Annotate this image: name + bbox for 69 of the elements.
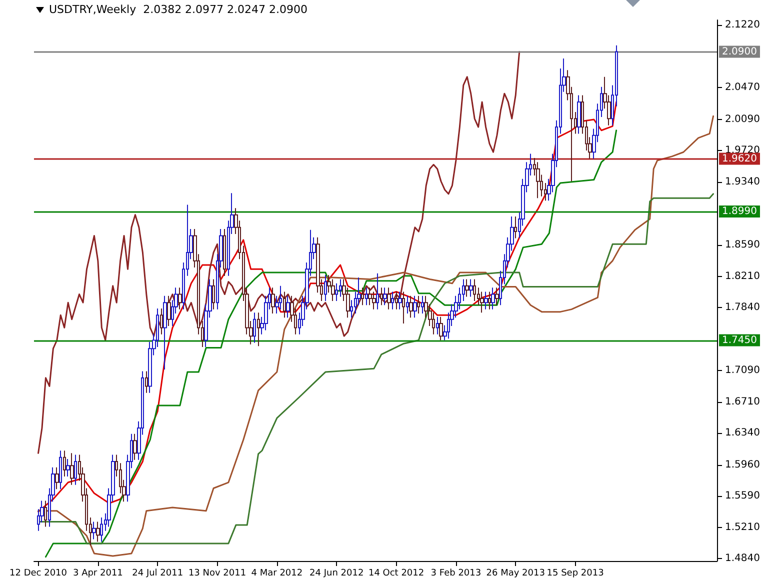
candlestick [365, 287, 368, 306]
candlestick [391, 291, 394, 310]
candlestick [577, 94, 581, 134]
candlestick [439, 316, 443, 341]
candlestick [335, 282, 338, 302]
candlestick [339, 278, 342, 298]
candlestick [484, 291, 488, 310]
line-series [38, 51, 520, 454]
x-tick-label: 12 Dec 2010 [10, 568, 68, 578]
candlestick [271, 287, 275, 314]
ref-line-label: 1.9620 [722, 153, 757, 164]
x-tick-label: 4 Mar 2012 [251, 568, 303, 578]
line-series [38, 115, 714, 557]
ref-line-label: 1.7450 [722, 334, 757, 346]
y-tick-label: 2.1220 [725, 20, 760, 31]
y-tick-label: 2.0470 [725, 82, 760, 94]
line-series [38, 193, 714, 544]
candlestick [480, 291, 484, 314]
candlestick [383, 287, 387, 306]
candlestick [286, 295, 290, 318]
y-tick-label: 1.6710 [725, 396, 760, 408]
candlestick [253, 312, 256, 344]
candlestick [376, 272, 379, 310]
y-tick-label: 1.5960 [725, 459, 760, 470]
candlestick [70, 452, 74, 486]
candlestick [488, 291, 491, 310]
candlestick [402, 291, 405, 324]
x-tick-label: 13 Nov 2011 [188, 568, 246, 578]
candlestick [473, 278, 476, 302]
y-tick-label: 1.4840 [725, 552, 760, 564]
candlestick [491, 287, 495, 310]
x-tick-label: 26 May 2013 [486, 568, 545, 578]
y-tick-label: 1.9340 [725, 176, 760, 188]
candlestick [331, 278, 335, 302]
x-tick-label: 3 Apr 2011 [72, 568, 123, 578]
candlestick [536, 162, 540, 199]
candlestick [465, 278, 469, 298]
ref-line-label: 2.0900 [722, 46, 757, 58]
x-tick-label: 15 Sep 2013 [546, 568, 604, 578]
y-tick-label: 1.7840 [725, 302, 760, 314]
candlestick [409, 295, 413, 318]
y-tick-label: 1.8590 [725, 239, 760, 250]
candlestick [395, 291, 398, 310]
ref-line-label: 1.8990 [722, 206, 757, 217]
candlestick [368, 287, 372, 306]
candlestick [387, 287, 391, 310]
y-tick-label: 2.0090 [725, 114, 760, 126]
candlestick [417, 295, 420, 314]
candlestick [413, 295, 417, 318]
y-tick-label: 1.8210 [725, 271, 760, 282]
candlestick [74, 454, 77, 486]
candlestick [100, 517, 103, 542]
y-tick-label: 1.6340 [725, 428, 760, 439]
line-series [38, 101, 618, 512]
x-tick-label: 3 Feb 2013 [430, 568, 482, 578]
chart-title: USDTRY,Weekly 2.0382 2.0977 2.0247 2.0900 [49, 3, 308, 16]
y-tick-label: 1.7090 [725, 364, 760, 376]
candlestick [96, 521, 100, 542]
x-tick-label: 14 Oct 2012 [368, 568, 424, 578]
candlestick [469, 278, 473, 298]
candlestick [324, 274, 327, 302]
candlestick [59, 450, 62, 490]
y-tick-label: 1.5210 [725, 522, 760, 534]
x-tick-label: 24 Jul 2011 [132, 568, 184, 578]
y-tick-label: 1.5590 [725, 490, 760, 502]
candlestick [421, 295, 424, 314]
x-tick-label: 24 Jun 2012 [310, 568, 364, 578]
candlestick [257, 312, 260, 347]
candlestick [163, 295, 167, 370]
